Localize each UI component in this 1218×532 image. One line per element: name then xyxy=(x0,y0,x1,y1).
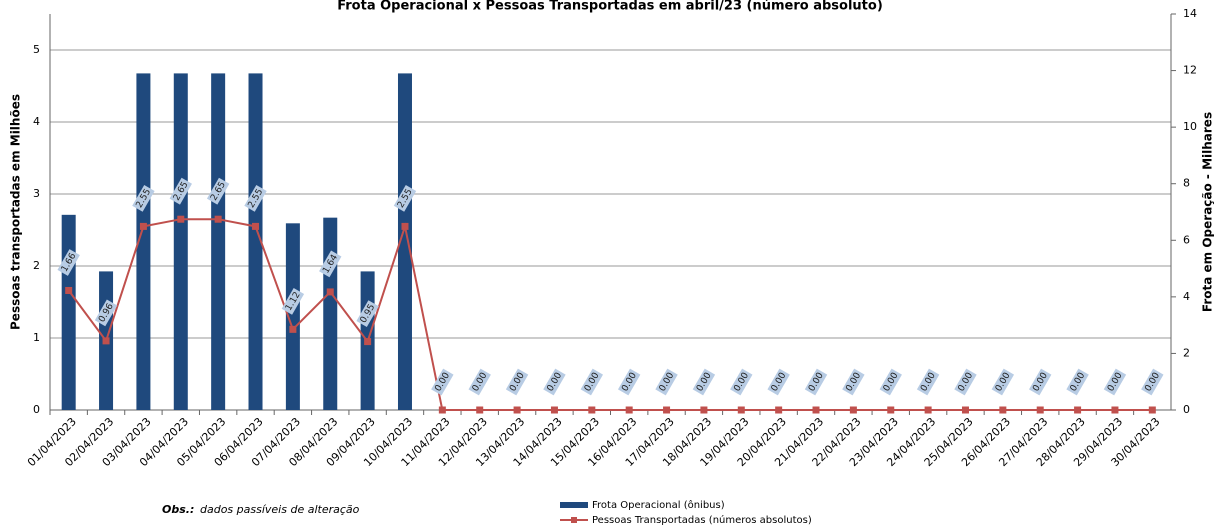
y2-tick-label: 10 xyxy=(1183,120,1197,133)
marker xyxy=(177,215,185,223)
marker xyxy=(1148,406,1156,414)
y2-axis-title: Frota em Operação - Milhares xyxy=(1201,112,1215,312)
marker xyxy=(513,406,521,414)
legend-label: Frota Operacional (ônibus) xyxy=(592,499,725,511)
label-box xyxy=(319,250,342,278)
bar xyxy=(173,73,188,411)
marker xyxy=(438,406,446,414)
marker xyxy=(550,406,558,414)
bar xyxy=(211,73,226,411)
bar xyxy=(136,73,151,411)
marker xyxy=(289,325,297,333)
marker xyxy=(214,215,222,223)
note-text: dados passíveis de alteração xyxy=(200,503,360,516)
legend-swatch xyxy=(571,517,577,523)
label-box xyxy=(617,368,641,396)
label-box xyxy=(1066,368,1089,396)
bar xyxy=(248,73,263,411)
label-box xyxy=(393,185,417,212)
marker xyxy=(401,222,409,230)
marker xyxy=(252,222,260,230)
marker xyxy=(625,406,633,414)
legend-swatch xyxy=(560,502,588,508)
label-box xyxy=(916,368,940,396)
marker xyxy=(849,406,857,414)
label-box xyxy=(206,177,230,205)
label-box xyxy=(692,368,716,396)
label-box xyxy=(543,368,566,396)
marker xyxy=(65,286,73,294)
marker xyxy=(1036,406,1044,414)
bar xyxy=(323,217,338,410)
label-box xyxy=(991,368,1015,396)
label-box xyxy=(356,300,379,327)
label-box xyxy=(1103,368,1127,396)
y-axis-title: Pessoas transportadas em Milhões xyxy=(9,94,23,330)
marker xyxy=(700,406,708,414)
marker xyxy=(737,406,745,414)
y-tick-label: 0 xyxy=(33,403,40,416)
label-box xyxy=(505,368,529,396)
marker xyxy=(102,337,110,345)
marker xyxy=(476,406,484,414)
label-box xyxy=(879,368,902,396)
y2-tick-label: 2 xyxy=(1183,346,1190,359)
marker xyxy=(887,406,895,414)
y2-tick-label: 4 xyxy=(1183,290,1190,303)
marker xyxy=(961,406,969,414)
y-tick-label: 3 xyxy=(33,187,40,200)
label-box xyxy=(1029,368,1052,396)
note-label: Obs.: xyxy=(162,503,194,516)
marker xyxy=(326,288,334,296)
label-box xyxy=(132,185,155,212)
legend-label: Pessoas Transportadas (números absolutos… xyxy=(592,514,812,526)
label-box xyxy=(580,368,604,396)
label-box xyxy=(169,177,192,205)
label-box xyxy=(804,368,828,396)
y-tick-label: 2 xyxy=(33,259,40,272)
chart-title: Frota Operacional x Pessoas Transportada… xyxy=(337,0,883,14)
marker xyxy=(1074,406,1082,414)
label-box xyxy=(655,368,678,396)
bar xyxy=(285,223,300,410)
y-tick-label: 4 xyxy=(33,115,40,128)
y2-tick-label: 0 xyxy=(1183,403,1190,416)
y-tick-label: 1 xyxy=(33,331,40,344)
label-box xyxy=(244,185,267,212)
marker xyxy=(588,406,596,414)
marker xyxy=(663,406,671,414)
label-box xyxy=(94,299,118,327)
marker xyxy=(999,406,1007,414)
label-box xyxy=(468,368,491,396)
label-box xyxy=(767,368,790,396)
label-box xyxy=(57,249,80,276)
y-tick-label: 5 xyxy=(33,43,40,56)
y2-tick-label: 12 xyxy=(1183,64,1197,77)
label-box xyxy=(954,368,977,396)
bar xyxy=(61,214,76,410)
marker xyxy=(1111,406,1119,414)
label-box xyxy=(1141,368,1164,396)
bar xyxy=(397,73,412,411)
marker xyxy=(812,406,820,414)
y2-tick-label: 6 xyxy=(1183,233,1190,246)
y2-tick-label: 14 xyxy=(1183,7,1197,20)
marker xyxy=(775,406,783,414)
label-box xyxy=(431,368,454,396)
label-box xyxy=(281,287,305,315)
marker xyxy=(364,338,372,346)
marker xyxy=(139,222,147,230)
y2-tick-label: 8 xyxy=(1183,177,1190,190)
line xyxy=(67,218,1153,411)
label-box xyxy=(842,368,865,396)
marker xyxy=(924,406,932,414)
label-box xyxy=(730,368,753,396)
